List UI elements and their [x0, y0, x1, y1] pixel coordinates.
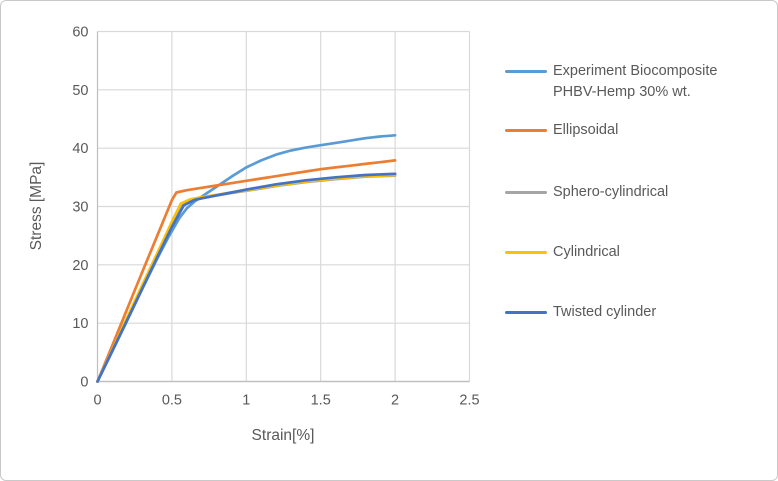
series-line-twisted-cylinder	[96, 172, 397, 383]
legend-label-cylindrical: Cylindrical	[553, 244, 620, 260]
legend-item-ellipsoidal: Ellipsoidal	[505, 120, 758, 141]
y-tick-label: 0	[80, 375, 88, 391]
legend-swatch-experiment-biocomposite	[505, 70, 547, 74]
legend-item-twisted-cylinder: Twisted cylinder	[505, 302, 758, 323]
y-tick-label: 10	[72, 316, 88, 332]
legend-item-cylindrical: Cylindrical	[505, 242, 758, 263]
y-tick-label: 20	[72, 258, 88, 274]
series-line-ellipsoidal	[96, 159, 397, 383]
legend-item-experiment-biocomposite: Experiment Biocomposite PHBV-Hemp 30% wt…	[505, 61, 758, 103]
x-axis-title: Strain[%]	[251, 427, 315, 444]
x-tick-label: 0	[93, 393, 101, 409]
y-axis-title: Stress [MPa]	[28, 161, 45, 251]
legend-label-experiment-biocomposite: Experiment Biocomposite PHBV-Hemp 30% wt…	[553, 63, 718, 100]
x-tick-label: 0.5	[162, 393, 182, 409]
legend-item-sphero-cylindrical: Sphero-cylindrical	[505, 182, 758, 203]
x-tick-label: 2.5	[459, 393, 479, 409]
y-tick-label: 50	[72, 83, 88, 99]
x-tick-label: 1	[242, 393, 250, 409]
legend-swatch-sphero-cylindrical	[505, 191, 547, 195]
legend-swatch-cylindrical	[505, 251, 547, 255]
legend-swatch-twisted-cylinder	[505, 311, 547, 315]
x-tick-label: 2	[391, 393, 399, 409]
x-tick-label: 1.5	[311, 393, 331, 409]
y-tick-label: 40	[72, 141, 88, 157]
legend-label-ellipsoidal: Ellipsoidal	[553, 122, 619, 138]
legend-label-twisted-cylinder: Twisted cylinder	[553, 304, 657, 320]
y-tick-label: 30	[72, 200, 88, 216]
legend-label-sphero-cylindrical: Sphero-cylindrical	[553, 184, 669, 200]
y-tick-label: 60	[72, 25, 88, 41]
legend-swatch-ellipsoidal	[505, 129, 547, 133]
chart-legend: Experiment Biocomposite PHBV-Hemp 30% wt…	[505, 1, 771, 480]
